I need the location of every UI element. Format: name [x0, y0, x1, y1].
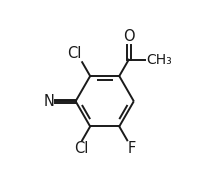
Text: F: F: [128, 141, 136, 156]
Text: Cl: Cl: [74, 141, 89, 156]
Text: O: O: [123, 29, 135, 44]
Text: N: N: [44, 94, 55, 109]
Text: CH₃: CH₃: [146, 53, 172, 67]
Text: Cl: Cl: [67, 46, 81, 61]
